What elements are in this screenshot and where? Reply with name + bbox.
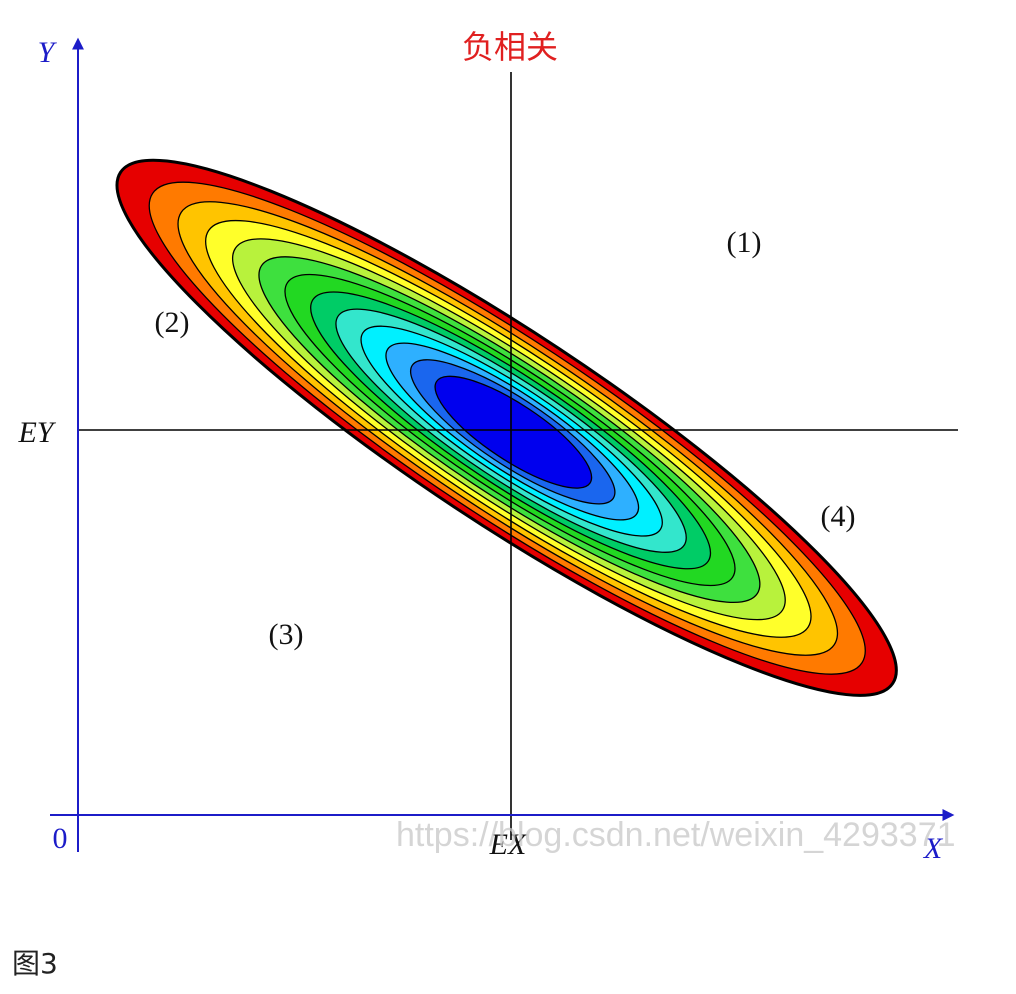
- contour-level-13: [434, 375, 593, 489]
- y-axis-label: Y: [38, 36, 58, 69]
- x-axis-label: X: [923, 832, 944, 865]
- region-label-2: (2): [155, 306, 190, 339]
- ey-label: EY: [17, 416, 56, 449]
- region-label-1: (1): [727, 226, 762, 259]
- region-label-4: (4): [821, 500, 856, 533]
- chart-title: 负相关: [462, 28, 558, 66]
- ex-label: EX: [489, 828, 528, 861]
- watermark: https://blog.csdn.net/weixin_4293371: [396, 816, 956, 854]
- joint-density-contour-diagram: 负相关 Y X 0 EY EX (1) (2) (3) (4) https://…: [17, 28, 958, 865]
- origin-label: 0: [53, 822, 68, 855]
- region-label-3: (3): [269, 618, 304, 651]
- elliptical-contours: [115, 158, 898, 697]
- figure-caption: 图3: [12, 947, 58, 980]
